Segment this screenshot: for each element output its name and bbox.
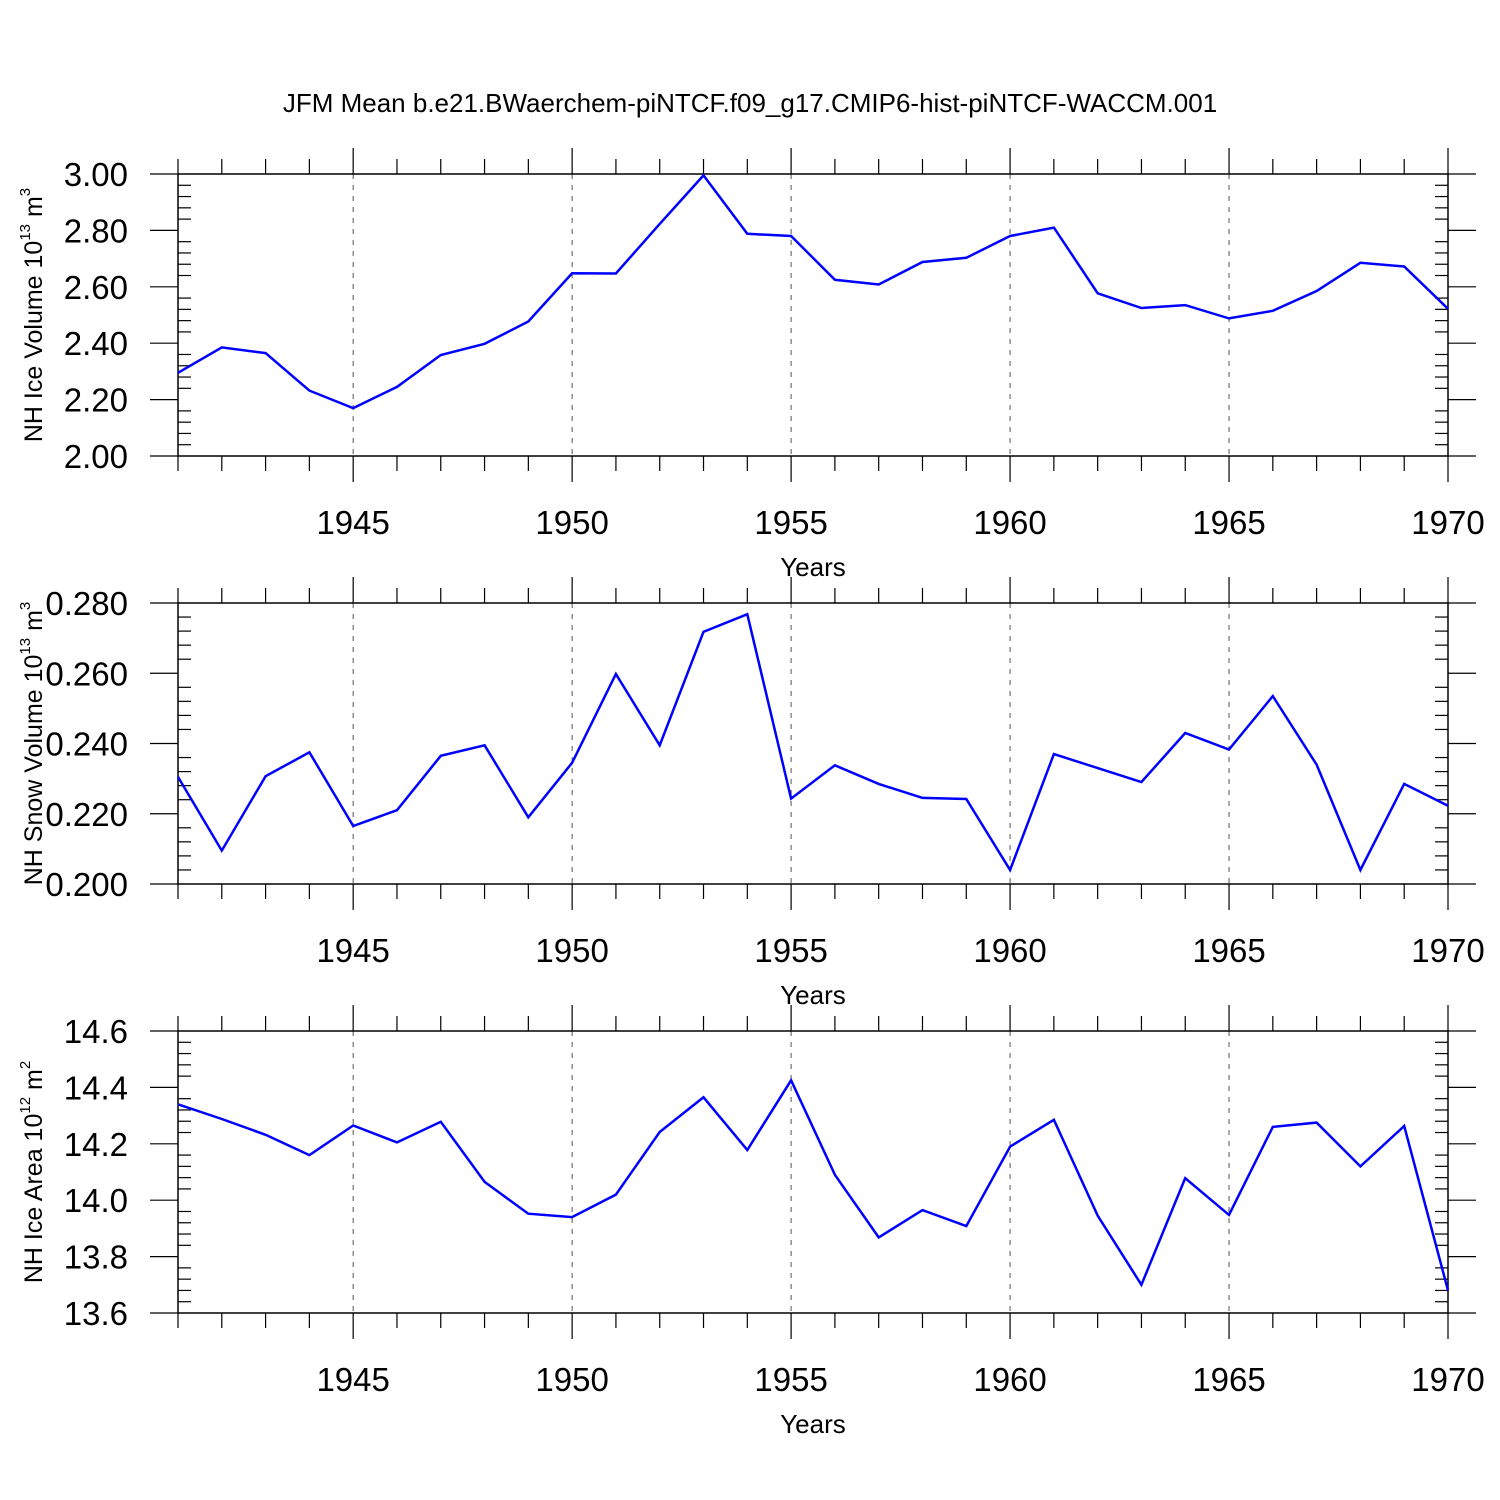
x-tick-label: 1965 — [1192, 1361, 1265, 1398]
y-tick-label: 0.200 — [45, 866, 128, 903]
x-tick-label: 1970 — [1411, 932, 1484, 969]
x-tick-label: 1955 — [754, 504, 827, 541]
y-tick-label: 0.260 — [45, 655, 128, 692]
y-axis-label: NH Snow Volume 1013 m3 — [17, 602, 48, 886]
y-tick-label: 14.0 — [64, 1182, 128, 1219]
x-axis-label: Years — [780, 980, 846, 1010]
y-tick-label: 0.240 — [45, 726, 128, 763]
y-tick-label: 2.20 — [64, 382, 128, 419]
x-tick-label: 1965 — [1192, 932, 1265, 969]
x-tick-label: 1955 — [754, 1361, 827, 1398]
y-axis-label: NH Ice Volume 1013 m3 — [17, 188, 48, 442]
y-tick-label: 2.60 — [64, 269, 128, 306]
y-tick-label: 13.8 — [64, 1239, 128, 1276]
x-axis-label: Years — [780, 1409, 846, 1439]
plot-frame — [177, 602, 1449, 885]
series-line — [177, 173, 1449, 410]
y-tick-label: 14.4 — [64, 1069, 128, 1106]
y-tick-label: 2.80 — [64, 212, 128, 249]
x-tick-label: 1945 — [316, 1361, 389, 1398]
x-axis-label: Years — [780, 552, 846, 582]
x-tick-label: 1970 — [1411, 1361, 1484, 1398]
x-tick-label: 1970 — [1411, 504, 1484, 541]
series-line — [176, 612, 1449, 873]
x-tick-label: 1950 — [535, 504, 608, 541]
x-tick-label: 1945 — [316, 504, 389, 541]
x-tick-label: 1950 — [535, 932, 608, 969]
y-tick-label: 14.6 — [64, 1013, 128, 1050]
chart-title: JFM Mean b.e21.BWaerchem-piNTCF.f09_g17.… — [283, 88, 1217, 118]
x-tick-label: 1950 — [535, 1361, 608, 1398]
y-tick-label: 3.00 — [64, 156, 128, 193]
y-axis-label: NH Ice Area 1012 m2 — [17, 1061, 48, 1283]
y-tick-label: 0.220 — [45, 796, 128, 833]
x-tick-label: 1960 — [973, 1361, 1046, 1398]
chart-panel-3: 13.6 13.8 14.0 14.2 14.4 14.6 1945 1950 1955 1960… — [17, 1005, 1485, 1439]
x-tick-label: 1945 — [316, 932, 389, 969]
plot-frame — [177, 173, 1449, 457]
series-line — [177, 1077, 1450, 1291]
y-tick-label: 14.2 — [64, 1126, 128, 1163]
y-tick-label: 2.00 — [64, 438, 128, 475]
plot-frame — [177, 1030, 1449, 1314]
x-tick-label: 1965 — [1192, 504, 1265, 541]
y-tick-label: 13.6 — [64, 1295, 128, 1332]
y-tick-label: 2.40 — [64, 325, 128, 362]
y-tick-label: 0.280 — [45, 585, 128, 622]
x-tick-label: 1960 — [973, 504, 1046, 541]
panels: 2.00 2.20 2.40 2.60 2.80 3.00 1945 1950 1955 1960… — [17, 148, 1485, 1439]
chart-panel-2: 0.200 0.220 0.240 0.260 0.280 1945 1950 1955 196… — [17, 577, 1485, 1010]
x-tick-label: 1955 — [754, 932, 827, 969]
chart-panel-1: 2.00 2.20 2.40 2.60 2.80 3.00 1945 1950 1955 1960… — [17, 148, 1485, 582]
x-tick-label: 1960 — [973, 932, 1046, 969]
